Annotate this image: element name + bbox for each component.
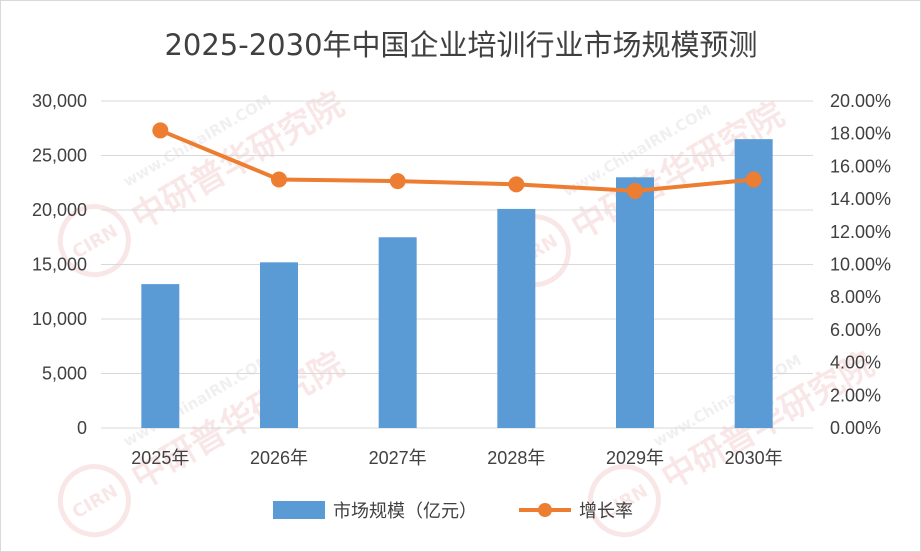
y-left-tick-label: 25,000 [32,146,87,166]
watermark-logo-icon [587,464,661,538]
legend: 市场规模（亿元） 增长率 [273,501,633,522]
bar-series [141,139,773,428]
line-point [627,182,643,199]
y-right-tick-label: 14.00% [830,189,891,209]
bar [141,284,180,428]
x-tick-label: 2030年 [725,448,783,468]
growth-line [159,128,754,193]
y-right-tick-label: 12.00% [830,222,891,242]
y-left-tick-label: 0 [77,418,87,438]
line-series [152,122,762,199]
x-tick-label: 2027年 [369,448,427,468]
y-axis-left: 0 5,000 10,000 15,000 20,000 25,000 30,000 [32,91,87,438]
line-point [389,173,406,190]
chart-title: 2025-2030年中国企业培训行业市场规模预测 [164,28,757,62]
y-right-tick-label: 20.00% [830,91,891,111]
line-point [152,122,169,139]
legend-line-marker [538,503,552,517]
y-left-tick-label: 20,000 [32,200,87,220]
y-right-tick-label: 8.00% [830,287,881,307]
line-point [508,176,525,193]
y-right-tick-label: 18.00% [830,124,891,144]
watermark-logo-text: CIRN [69,481,122,524]
y-right-tick-label: 2.00% [830,385,881,405]
x-tick-label: 2029年 [606,448,664,468]
watermark-logo-icon [57,464,131,538]
x-tick-label: 2026年 [250,448,308,468]
legend-line-label: 增长率 [579,501,633,522]
y-right-tick-label: 16.00% [830,156,891,176]
x-axis: 2025年 2026年 2027年 2028年 2029年 2030年 [131,448,782,468]
x-tick-label: 2025年 [131,448,189,468]
y-axis-right: 0.00% 2.00% 4.00% 6.00% 8.00% 10.00% 12.00% 14.… [830,91,891,438]
line-point [745,171,762,188]
watermark-logo-icon [57,204,131,278]
legend-bar-swatch [273,501,325,519]
bar [260,262,298,428]
bar [378,237,417,428]
y-right-tick-label: 10.00% [830,255,891,275]
y-left-tick-label: 30,000 [32,91,87,111]
y-right-tick-label: 6.00% [830,320,881,340]
y-left-tick-label: 10,000 [32,309,87,329]
line-point [271,171,287,188]
y-right-tick-label: 4.00% [830,353,881,373]
y-left-tick-label: 15,000 [32,255,87,275]
y-left-tick-label: 5,000 [42,364,87,384]
bar [497,208,536,428]
y-right-tick-label: 0.00% [830,418,881,438]
bar [616,177,654,428]
x-tick-label: 2028年 [487,448,545,468]
legend-bar-label: 市场规模（亿元） [333,501,477,522]
